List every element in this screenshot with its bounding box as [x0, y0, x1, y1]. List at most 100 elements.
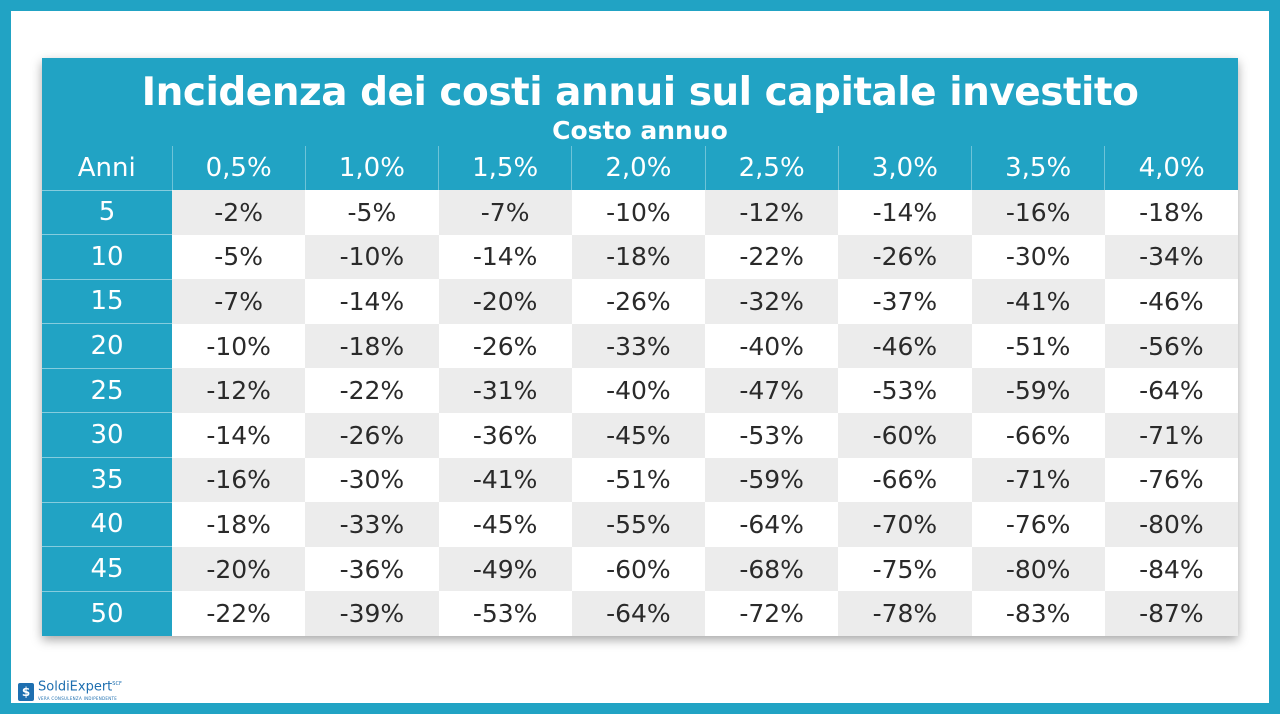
table-cell: -14% — [305, 279, 439, 324]
table-cell: -7% — [172, 279, 306, 324]
table-subtitle: Costo annuo — [552, 116, 728, 145]
table-row: 45 -20% -36% -49% -60% -68% -75% -80% -84% — [42, 546, 1238, 592]
logo-tagline: VERA CONSULENZA INDIPENDENTE — [38, 696, 118, 702]
table-cell: -16% — [172, 457, 306, 503]
row-anni: 15 — [42, 278, 172, 324]
header-cost: 1,5% — [437, 146, 572, 190]
table-cell: -53% — [438, 591, 572, 636]
table-row: 20 -10% -18% -26% -33% -40% -46% -51% -56% — [42, 323, 1238, 369]
table-cell: -18% — [305, 323, 439, 369]
table-cell: -14% — [172, 412, 306, 458]
table-cell: -53% — [838, 368, 972, 413]
row-anni: 30 — [42, 412, 172, 458]
table-cell: -80% — [1104, 502, 1238, 547]
table-cell: -5% — [172, 234, 306, 280]
table-row: 15 -7% -14% -20% -26% -32% -37% -41% -46% — [42, 278, 1238, 324]
table-cell: -40% — [571, 368, 705, 413]
table-cell: -70% — [838, 502, 972, 547]
table-cell: -32% — [705, 279, 839, 324]
table-cell: -26% — [438, 323, 572, 369]
table-cell: -59% — [705, 457, 839, 503]
dollar-icon: $ — [18, 682, 34, 701]
table-cell: -76% — [1104, 457, 1238, 503]
table-cell: -76% — [971, 502, 1105, 547]
table-cell: -59% — [971, 368, 1105, 413]
table-cell: -64% — [705, 502, 839, 547]
table-cell: -66% — [971, 412, 1105, 458]
table-cell: -34% — [1104, 234, 1238, 280]
table-cell: -83% — [971, 591, 1105, 636]
table-cell: -56% — [1104, 323, 1238, 369]
table-cell: -51% — [571, 457, 705, 503]
table-cell: -84% — [1104, 546, 1238, 592]
table-cell: -5% — [305, 190, 439, 235]
header-cost: 1,0% — [304, 146, 439, 190]
table-cell: -75% — [838, 546, 972, 592]
table-cell: -64% — [1104, 368, 1238, 413]
header-row: Anni 0,5% 1,0% 1,5% 2,0% 2,5% 3,0% 3,5% … — [42, 146, 1238, 190]
table-cell: -40% — [705, 323, 839, 369]
table-cell: -78% — [838, 591, 972, 636]
table-cell: -60% — [838, 412, 972, 458]
table-row: 10 -5% -10% -14% -18% -22% -26% -30% -34% — [42, 234, 1238, 280]
table-cell: -18% — [1104, 190, 1238, 235]
table-cell: -7% — [438, 190, 572, 235]
table-cell: -68% — [705, 546, 839, 592]
table-cell: -22% — [305, 368, 439, 413]
table-cell: -20% — [438, 279, 572, 324]
row-anni: 45 — [42, 546, 172, 592]
table-cell: -36% — [305, 546, 439, 592]
table-cell: -37% — [838, 279, 972, 324]
table-cell: -14% — [838, 190, 972, 235]
table-cell: -71% — [971, 457, 1105, 503]
header-cost: 2,0% — [571, 146, 705, 190]
table-cell: -80% — [971, 546, 1105, 592]
row-anni: 25 — [42, 367, 172, 413]
table-cell: -71% — [1104, 412, 1238, 458]
table-cell: -14% — [438, 234, 572, 280]
header-cost: 3,5% — [970, 146, 1105, 190]
table-cell: -46% — [838, 323, 972, 369]
row-anni: 20 — [42, 323, 172, 369]
table-body: 5 -2% -5% -7% -10% -12% -14% -16% -18% 10 -5% -10% -… — [42, 189, 1238, 636]
row-anni: 10 — [42, 234, 172, 280]
table-cell: -16% — [971, 190, 1105, 235]
header-cost: 2,5% — [704, 146, 839, 190]
logo-mark: SCF — [112, 681, 122, 687]
cost-table: Anni 0,5% 1,0% 1,5% 2,0% 2,5% 3,0% 3,5% … — [42, 146, 1238, 636]
table-cell: -41% — [971, 279, 1105, 324]
table-cell: -2% — [172, 190, 306, 235]
table-cell: -10% — [305, 234, 439, 280]
table-cell: -36% — [438, 412, 572, 458]
table-cell: -20% — [172, 546, 306, 592]
table-title: Incidenza dei costi annui sul capitale i… — [141, 70, 1139, 115]
table-cell: -41% — [438, 457, 572, 503]
table-cell: -26% — [305, 412, 439, 458]
table-cell: -18% — [571, 234, 705, 280]
table-cell: -51% — [971, 323, 1105, 369]
table-cell: -33% — [571, 323, 705, 369]
table-cell: -22% — [705, 234, 839, 280]
row-anni: 35 — [42, 457, 172, 503]
table-cell: -22% — [172, 591, 306, 636]
row-anni: 40 — [42, 501, 172, 547]
table-cell: -64% — [571, 591, 705, 636]
table-cell: -26% — [838, 234, 972, 280]
row-anni: 5 — [42, 189, 172, 235]
table-row: 25 -12% -22% -31% -40% -47% -53% -59% -64% — [42, 367, 1238, 413]
table-cell: -12% — [705, 190, 839, 235]
logo-name: SoldiExpert — [38, 679, 113, 695]
header-cost: 4,0% — [1104, 146, 1238, 190]
table-cell: -12% — [172, 368, 306, 413]
table-row: 40 -18% -33% -45% -55% -64% -70% -76% -80% — [42, 501, 1238, 547]
table-cell: -46% — [1104, 279, 1238, 324]
header-anni: Anni — [42, 146, 172, 190]
table-cell: -10% — [172, 323, 306, 369]
table-cell: -49% — [438, 546, 572, 592]
table-cell: -31% — [438, 368, 572, 413]
table-cell: -47% — [705, 368, 839, 413]
table-cell: -30% — [971, 234, 1105, 280]
table-cell: -33% — [305, 502, 439, 547]
table-cell: -45% — [438, 502, 572, 547]
table-cell: -18% — [172, 502, 306, 547]
